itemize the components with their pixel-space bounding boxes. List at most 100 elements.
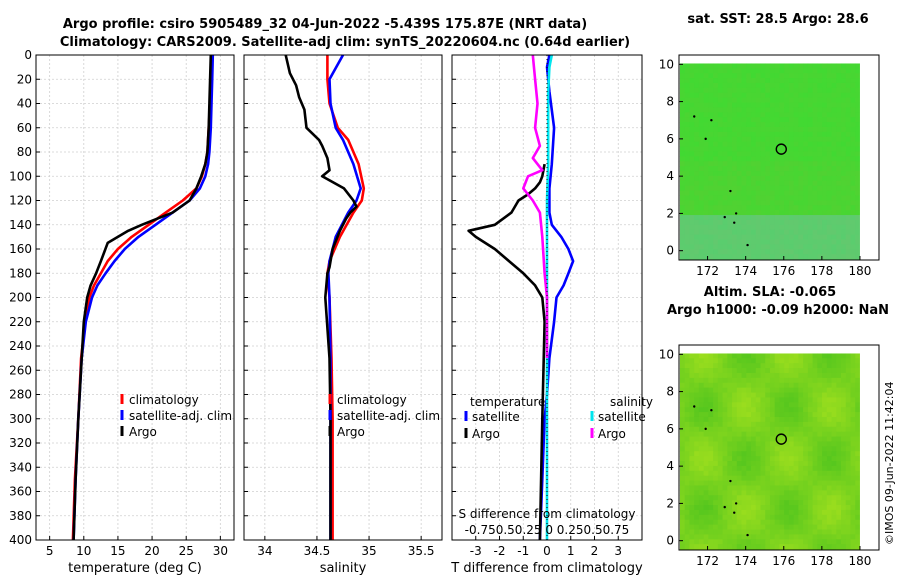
chart-4-cell [841,249,847,255]
chart-4-cell [736,185,743,192]
chart-5-cell [694,358,700,364]
chart-4-cell [765,190,771,196]
chart-5-cell [765,534,771,540]
chart-5-cell [812,382,818,389]
chart-4-cell [803,146,809,152]
chart-4-cell [841,244,847,250]
chart-4-cell [855,73,861,79]
chart-5-cell [684,421,690,428]
chart-4-cell [774,156,780,162]
chart-5-cell [703,465,709,472]
chart-5-cell [817,500,823,506]
chart-5-cell [812,529,818,535]
chart-5-cell [826,461,833,467]
chart-5-cell [779,436,785,442]
chart-4-cell [765,254,771,260]
chart-4-cell [703,102,709,108]
chart-4-cell [755,117,761,123]
chart-4-cell [831,92,837,99]
chart-4-cell [722,112,728,118]
chart-5-cell [841,368,847,374]
chart-4-cell [703,117,709,123]
chart-4-cell [845,156,851,162]
chart-4-cell [798,82,804,89]
chart-5-cell [822,514,828,521]
chart-4-cell [741,122,747,128]
chart-5-cell [727,470,733,477]
chart-5-cell [741,456,747,462]
chart-5-cell [850,490,856,496]
chart-4-cell [713,141,719,148]
chart-1-ytick-label: 340 [9,460,32,474]
chart-4-cell [798,190,804,196]
chart-5-cell [679,509,686,516]
chart-5-cell [741,519,747,526]
chart-5-cell [708,402,714,408]
chart-4-cell [855,254,861,260]
chart-5-cell [836,446,842,452]
chart-4-cell [727,156,733,162]
chart-4-cell [779,92,785,99]
chart-5-cell [836,407,842,413]
chart-4-cell [732,205,738,211]
chart-5-cell [779,505,785,511]
chart-5-cell [755,412,761,418]
chart-4-cell [788,126,795,133]
chart-4-cell [855,117,861,123]
chart-5-cell [732,426,738,433]
chart-4-cell [850,229,856,236]
chart-5-cell [722,407,728,413]
chart-4-cell [751,146,757,152]
chart-5-cell [822,431,828,438]
chart-5-cell [817,416,823,423]
chart-5-cell [717,397,724,403]
chart-1-ytick-label: 120 [9,194,32,208]
chart-5-cell [694,490,700,496]
chart-4-cell [755,195,761,201]
chart-4-cell [694,141,700,148]
chart-5-cell [793,387,799,394]
chart-4-cell [722,244,728,250]
chart-4-cell [679,131,686,138]
chart-4-cell [779,234,785,240]
chart-4-cell [788,136,795,143]
chart-4-cell [784,234,790,240]
chart-4-cell [722,224,728,231]
chart-5-cell [727,490,733,496]
chart-5-cell [769,495,776,501]
chart-4-cell [788,122,795,128]
chart-5-cell [732,421,738,428]
chart-4-cell [760,185,766,192]
chart-4-cell [831,131,837,138]
chart-5-cell [741,485,747,491]
chart-5-cell [774,475,780,482]
chart-4-cell [803,190,809,196]
chart-5-cell [689,495,695,501]
chart-4-cell [741,195,747,201]
chart-5-cell [836,534,842,540]
chart-4-cell [765,171,771,177]
chart-5-cell [855,421,861,428]
chart-5-cell [826,397,833,403]
chart-5-cell [751,480,757,486]
chart-5-cell [713,519,719,526]
chart-4-cell [855,244,861,250]
chart-4-cell [732,102,738,108]
chart-5-cell [836,412,842,418]
chart-5-cell [760,495,766,501]
chart-4-cell [703,97,709,104]
chart-4-cell [684,210,690,216]
chart-5-cell [694,470,700,477]
chart-4-cell [788,210,795,216]
chart-4-cell [708,210,714,216]
chart-5-cell [755,456,761,462]
chart-4-cell [694,200,700,206]
chart-4-cell [769,117,776,123]
chart-5-cell [755,485,761,491]
chart-5-cell [703,407,709,413]
chart-4-cell [850,122,856,128]
chart-5-cell [817,480,823,486]
chart-5-cell [798,387,804,394]
chart-5-cell [708,363,714,369]
chart-4-cell [746,219,752,226]
